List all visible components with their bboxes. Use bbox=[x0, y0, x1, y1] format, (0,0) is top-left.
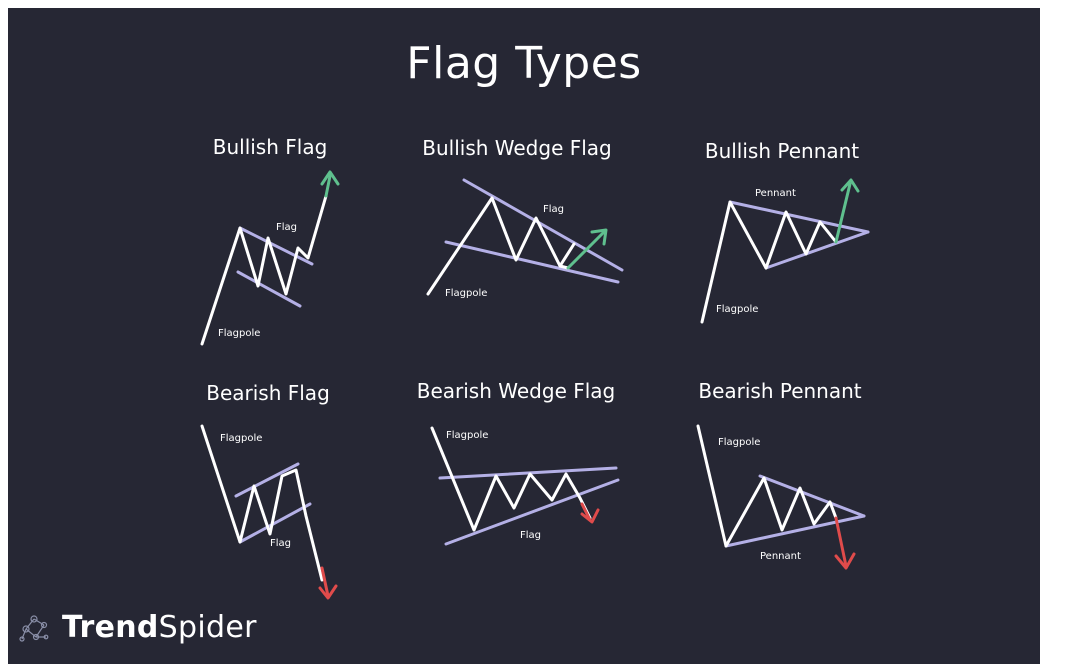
pennant-upper-line bbox=[758, 474, 866, 518]
pattern-label: Flag bbox=[543, 204, 564, 215]
pattern-label: Pennant bbox=[760, 551, 801, 562]
pattern-label: Pennant bbox=[755, 188, 796, 199]
price-line bbox=[700, 200, 838, 324]
spider-web-icon bbox=[19, 615, 49, 642]
pole-label: Flagpole bbox=[445, 288, 487, 299]
pole-label: Flagpole bbox=[716, 304, 758, 315]
wedge-upper-line bbox=[438, 466, 618, 480]
brand-logo: TrendSpider bbox=[14, 604, 257, 650]
price-line bbox=[426, 196, 576, 296]
brand-name: TrendSpider bbox=[62, 610, 257, 645]
pattern-title: Bearish Flag bbox=[206, 381, 330, 405]
page-title: Flag Types bbox=[406, 38, 642, 89]
pattern-bearish-wedge-flag: Bearish Wedge Flag Flagpole Flag bbox=[417, 379, 620, 546]
flag-upper-line bbox=[234, 462, 300, 498]
up-arrow-icon bbox=[590, 228, 608, 246]
price-line bbox=[696, 424, 838, 548]
price-line bbox=[430, 426, 592, 532]
bearish-arrow-shaft bbox=[580, 502, 592, 522]
pattern-title: Bullish Pennant bbox=[705, 139, 859, 163]
price-line bbox=[200, 424, 324, 582]
flag-lower-line bbox=[236, 270, 302, 308]
pole-label: Flagpole bbox=[446, 430, 488, 441]
pattern-title: Bearish Wedge Flag bbox=[417, 379, 616, 403]
pattern-bullish-wedge-flag: Bullish Wedge Flag Flag Flagpole bbox=[422, 136, 624, 299]
pennant-lower-line bbox=[764, 230, 870, 270]
pattern-label: Flag bbox=[520, 530, 541, 541]
up-arrow-icon bbox=[840, 178, 860, 193]
bullish-arrow-shaft bbox=[566, 230, 606, 270]
pennant-lower-line bbox=[724, 514, 866, 548]
pole-label: Flagpole bbox=[218, 328, 260, 339]
wedge-lower-line bbox=[444, 240, 620, 284]
wedge-upper-line bbox=[462, 178, 624, 272]
pole-label: Flagpole bbox=[220, 433, 262, 444]
pattern-label: Flag bbox=[270, 538, 291, 549]
bullish-arrow-shaft bbox=[324, 174, 332, 198]
up-arrow-icon bbox=[320, 170, 340, 186]
down-arrow-icon bbox=[580, 508, 600, 524]
pattern-bullish-flag: Bullish Flag Flag Flagpole bbox=[200, 135, 340, 346]
pattern-title: Bearish Pennant bbox=[698, 379, 861, 403]
price-line bbox=[200, 194, 328, 346]
pattern-bullish-pennant: Bullish Pennant Pennant Flagpole bbox=[700, 139, 870, 324]
flag-lower-line bbox=[238, 502, 312, 544]
down-arrow-icon bbox=[834, 552, 856, 570]
pattern-title: Bullish Flag bbox=[213, 135, 328, 159]
down-arrow-icon bbox=[318, 584, 338, 600]
pattern-bearish-flag: Bearish Flag Flagpole Flag bbox=[200, 381, 338, 600]
flag-upper-line bbox=[238, 226, 314, 266]
pattern-label: Flag bbox=[276, 222, 297, 233]
brand-name-bold: Trend bbox=[62, 609, 159, 645]
pattern-bearish-pennant: Bearish Pennant Flagpole Pennant bbox=[696, 379, 866, 570]
bearish-arrow-shaft bbox=[320, 566, 330, 598]
bullish-arrow-shaft bbox=[834, 182, 852, 244]
pole-label: Flagpole bbox=[718, 437, 760, 448]
bearish-arrow-shaft bbox=[834, 516, 848, 568]
wedge-lower-line bbox=[444, 478, 620, 546]
infographic-panel: Flag Types bbox=[8, 8, 1040, 664]
brand-name-light: Spider bbox=[158, 609, 257, 645]
pennant-upper-line bbox=[728, 200, 870, 234]
pattern-title: Bullish Wedge Flag bbox=[422, 136, 612, 160]
